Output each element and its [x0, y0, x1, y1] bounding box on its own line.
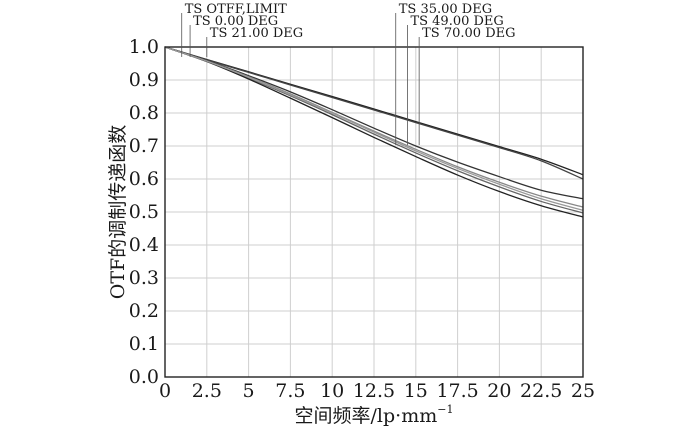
y-tick-label: 0.7	[129, 135, 159, 157]
x-tick-label: 7.5	[275, 380, 305, 402]
x-axis-title-text: 空间频率/lp·mm	[295, 405, 438, 427]
x-tick-label: 17.5	[436, 380, 478, 402]
x-tick-label: 20	[487, 380, 511, 402]
legend-label: TS 35.00 DEG	[399, 2, 492, 17]
y-tick-label: 0.9	[129, 69, 159, 91]
mtf-curve-7	[164, 46, 584, 211]
x-tick-label: 10	[320, 380, 344, 402]
mtf-curve-3	[164, 46, 584, 200]
axis-titles: 空间频率/lp·mm−1 OTF的调制传递函数	[107, 125, 453, 427]
legend-label: TS 70.00 DEG	[422, 26, 515, 41]
plot-frame	[164, 46, 584, 378]
y-tick-label: 0.1	[129, 333, 159, 355]
x-tick-label: 15	[404, 380, 428, 402]
x-tick-label: 25	[571, 380, 595, 402]
grid-lines	[165, 47, 583, 377]
x-tick-label: 5	[243, 380, 255, 402]
legend-label: TS OTFF,LIMIT	[185, 2, 287, 17]
y-tick-label: 0.0	[129, 366, 159, 388]
legend-label: TS 0.00 DEG	[193, 14, 278, 29]
y-tick-label: 1.0	[129, 36, 159, 58]
x-tick-label: 12.5	[353, 380, 395, 402]
x-axis-title: 空间频率/lp·mm−1	[295, 403, 454, 427]
y-tick-label: 0.2	[129, 300, 159, 322]
legend-label: TS 21.00 DEG	[210, 26, 303, 41]
y-tick-label: 0.5	[129, 201, 159, 223]
mtf-curve-2	[164, 46, 584, 180]
y-axis-title: OTF的调制传递函数	[107, 125, 129, 299]
axis-tick-labels: 0 2.5 5 7.5 10 12.5 15 17.5 20 22.5 25 0.0 0.1 0.2 0.3…	[129, 36, 595, 402]
mtf-curves	[164, 46, 584, 218]
legend-label: TS 49.00 DEG	[410, 14, 503, 29]
y-tick-label: 0.3	[129, 267, 159, 289]
x-tick-label: 0	[159, 380, 171, 402]
y-tick-label: 0.8	[129, 102, 159, 124]
mtf-curve-6	[164, 46, 584, 218]
x-tick-label: 2.5	[192, 380, 222, 402]
x-axis-title-exponent: −1	[437, 403, 453, 416]
y-tick-label: 0.6	[129, 168, 159, 190]
y-tick-label: 0.4	[129, 234, 159, 256]
x-tick-label: 22.5	[520, 380, 562, 402]
